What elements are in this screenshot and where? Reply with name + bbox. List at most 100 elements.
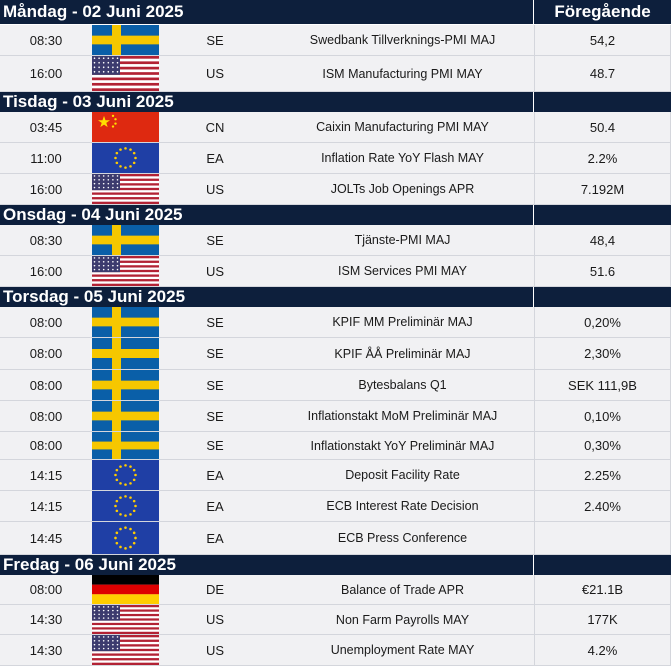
event-row: 08:00 SE Bytesbalans Q1 SEK 111,9B bbox=[0, 370, 671, 401]
event-country: SE bbox=[206, 232, 224, 248]
event-name: Unemployment Rate MAY bbox=[330, 643, 475, 657]
column-divider bbox=[534, 225, 535, 255]
event-time: 08:30 bbox=[29, 232, 63, 248]
event-name: ISM Services PMI MAY bbox=[338, 264, 467, 278]
event-country: EA bbox=[206, 498, 224, 514]
event-row: 03:45 CN Caixin Manufacturing PMI MAY 50.4 bbox=[0, 112, 671, 143]
eu-flag-icon bbox=[92, 143, 159, 173]
event-name: Inflation Rate YoY Flash MAY bbox=[321, 151, 484, 165]
event-row: 08:30 SE Tjänste-PMI MAJ 48,4 bbox=[0, 225, 671, 256]
event-country: DE bbox=[205, 582, 225, 597]
event-time: 14:30 bbox=[29, 612, 63, 627]
column-divider bbox=[534, 605, 535, 634]
event-country: EA bbox=[206, 530, 224, 546]
event-name: ECB Interest Rate Decision bbox=[326, 499, 479, 513]
event-name: Inflationstakt YoY Preliminär MAJ bbox=[310, 438, 495, 453]
event-previous: 0,20% bbox=[584, 314, 621, 330]
event-previous: 2.2% bbox=[587, 150, 618, 166]
event-time: 08:00 bbox=[29, 582, 63, 597]
event-country: US bbox=[205, 66, 225, 81]
day-label: Onsdag - 04 Juni 2025 bbox=[3, 205, 183, 224]
event-time: 08:00 bbox=[29, 438, 63, 453]
eu-flag-icon bbox=[92, 491, 159, 521]
event-country: SE bbox=[206, 314, 224, 330]
eu-flag-icon bbox=[92, 460, 159, 490]
se-flag-icon bbox=[92, 432, 159, 459]
event-name: ECB Press Conference bbox=[337, 531, 468, 545]
event-country: EA bbox=[206, 150, 224, 166]
event-time: 14:30 bbox=[29, 642, 63, 658]
event-country: SE bbox=[206, 346, 224, 361]
de-flag-icon bbox=[92, 575, 159, 604]
column-divider bbox=[534, 635, 535, 665]
column-divider bbox=[534, 56, 535, 91]
column-divider bbox=[534, 491, 535, 521]
day-header: Fredag - 06 Juni 2025 bbox=[0, 555, 671, 575]
event-country: US bbox=[205, 181, 225, 197]
event-time: 16:00 bbox=[29, 66, 63, 81]
column-divider bbox=[534, 338, 535, 369]
event-name: Balance of Trade APR bbox=[341, 582, 464, 597]
day-header: Tisdag - 03 Juni 2025 bbox=[0, 92, 671, 112]
day-header: Torsdag - 05 Juni 2025 bbox=[0, 287, 671, 307]
event-row: 14:15 EA ECB Interest Rate Decision 2.40% bbox=[0, 491, 671, 522]
column-divider bbox=[534, 401, 535, 431]
day-header: Måndag - 02 Juni 2025 Föregående bbox=[0, 0, 671, 24]
event-name: KPIF MM Preliminär MAJ bbox=[332, 315, 473, 329]
event-previous: 51.6 bbox=[589, 263, 616, 279]
column-divider bbox=[534, 143, 535, 173]
cn-flag-icon bbox=[92, 112, 159, 142]
event-time: 08:00 bbox=[29, 346, 63, 361]
day-label: Tisdag - 03 Juni 2025 bbox=[3, 92, 174, 111]
event-previous: 48,4 bbox=[589, 232, 616, 248]
day-label: Fredag - 06 Juni 2025 bbox=[3, 555, 176, 574]
event-previous: €21.1B bbox=[581, 582, 624, 597]
event-name: Deposit Facility Rate bbox=[345, 468, 460, 482]
us-flag-icon bbox=[92, 635, 159, 665]
event-row: 08:00 SE Inflationstakt YoY Preliminär MAJ… bbox=[0, 432, 671, 460]
event-country: SE bbox=[206, 32, 224, 48]
us-flag-icon bbox=[92, 56, 159, 91]
column-divider bbox=[534, 370, 535, 400]
column-divider bbox=[534, 112, 535, 142]
event-country: CN bbox=[205, 119, 225, 135]
event-row: 08:00 SE Inflationstakt MoM Preliminär MAJ… bbox=[0, 401, 671, 432]
se-flag-icon bbox=[92, 25, 159, 55]
event-previous: 2,30% bbox=[584, 346, 621, 361]
column-divider bbox=[534, 25, 535, 55]
column-divider bbox=[534, 522, 535, 554]
event-row: 11:00 EA Inflation Rate YoY Flash MAY 2.2% bbox=[0, 143, 671, 174]
event-time: 08:30 bbox=[29, 32, 63, 48]
event-row: 14:15 EA Deposit Facility Rate 2.25% bbox=[0, 460, 671, 491]
event-row: 08:00 SE KPIF MM Preliminär MAJ 0,20% bbox=[0, 307, 671, 338]
event-name: KPIF ÅÅ Preliminär MAJ bbox=[334, 346, 471, 361]
event-time: 14:45 bbox=[29, 530, 63, 546]
us-flag-icon bbox=[92, 256, 159, 286]
event-name: Swedbank Tillverknings-PMI MAJ bbox=[309, 33, 496, 47]
event-previous: 50.4 bbox=[589, 119, 616, 135]
event-previous: 2.25% bbox=[584, 467, 621, 483]
event-country: EA bbox=[206, 467, 224, 483]
se-flag-icon bbox=[92, 307, 159, 337]
event-previous: 54,2 bbox=[589, 32, 616, 48]
se-flag-icon bbox=[92, 225, 159, 255]
event-time: 14:15 bbox=[29, 467, 63, 483]
event-row: 08:30 SE Swedbank Tillverknings-PMI MAJ 54,… bbox=[0, 25, 671, 56]
event-country: US bbox=[205, 612, 225, 627]
header-divider bbox=[533, 92, 534, 112]
event-row: 16:00 US ISM Manufacturing PMI MAY 48.7 bbox=[0, 56, 671, 92]
se-flag-icon bbox=[92, 338, 159, 369]
header-divider bbox=[533, 287, 534, 307]
column-divider bbox=[534, 307, 535, 337]
se-flag-icon bbox=[92, 370, 159, 400]
header-divider bbox=[533, 0, 534, 24]
column-divider bbox=[534, 174, 535, 204]
column-divider bbox=[534, 460, 535, 490]
event-previous: 177K bbox=[587, 612, 618, 627]
previous-column-header: Föregående bbox=[554, 2, 651, 21]
event-previous: 0,30% bbox=[584, 438, 621, 453]
event-time: 14:15 bbox=[29, 498, 63, 514]
event-country: SE bbox=[206, 408, 224, 424]
event-row: 16:00 US JOLTs Job Openings APR 7.192M bbox=[0, 174, 671, 205]
event-name: Non Farm Payrolls MAY bbox=[335, 612, 470, 627]
